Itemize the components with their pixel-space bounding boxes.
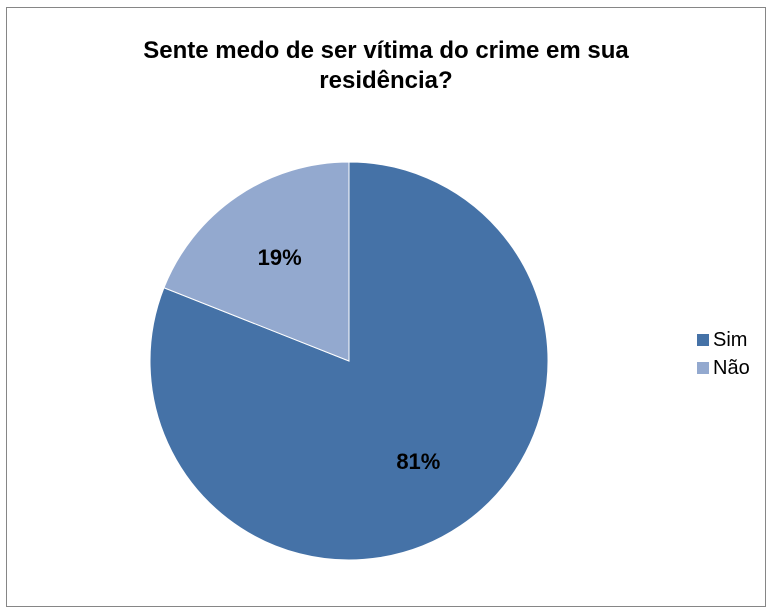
legend-label-sim: Sim <box>713 328 748 351</box>
legend-item-nao: Não <box>697 354 750 382</box>
data-label-sim: 81% <box>396 449 440 474</box>
legend-swatch-nao <box>697 362 709 374</box>
chart-area: Sente medo de ser vítima do crime em sua… <box>6 7 766 607</box>
pie-chart: 81% 19% <box>149 161 549 561</box>
legend-label-nao: Não <box>713 356 750 379</box>
chart-title: Sente medo de ser vítima do crime em sua… <box>7 36 765 96</box>
legend: Sim Não <box>697 326 750 382</box>
legend-swatch-sim <box>697 334 709 346</box>
chart-title-line-1: Sente medo de ser vítima do crime em sua <box>143 37 629 64</box>
data-label-nao: 19% <box>258 245 302 270</box>
pie-slice-nao <box>163 161 350 362</box>
chart-title-line-2: residência? <box>319 67 453 94</box>
legend-item-sim: Sim <box>697 326 750 354</box>
